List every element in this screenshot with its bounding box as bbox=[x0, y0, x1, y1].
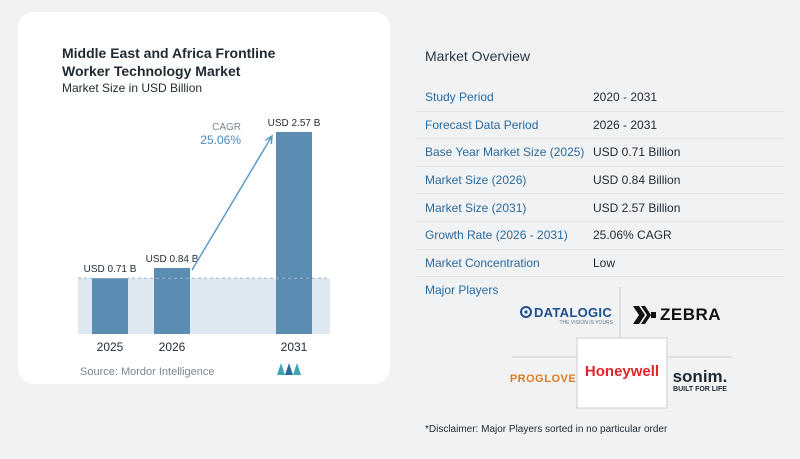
overview-row-value: Low bbox=[593, 255, 616, 270]
datalogic-mark-icon bbox=[519, 306, 532, 318]
source-label: Source: Mordor Intelligence bbox=[80, 366, 215, 378]
chart-title: Middle East and Africa Frontline Worker … bbox=[62, 45, 276, 79]
overview-row: Study Period 2020 - 2031 bbox=[416, 84, 784, 112]
mordor-logo-icon bbox=[277, 363, 301, 375]
bar-value-label: USD 2.57 B bbox=[268, 118, 321, 129]
zebra-logo: ZEBRA bbox=[624, 300, 728, 330]
bar bbox=[276, 132, 312, 334]
overview-row: Market Concentration Low bbox=[416, 250, 784, 278]
overview-row-value: USD 0.71 Billion bbox=[593, 145, 681, 160]
disclaimer-text: *Disclaimer: Major Players sorted in no … bbox=[425, 424, 668, 435]
cagr-value: 25.06% bbox=[200, 133, 241, 147]
category-label: 2031 bbox=[281, 340, 308, 354]
overview-row-label: Forecast Data Period bbox=[425, 117, 539, 132]
overview-row-label: Market Size (2026) bbox=[425, 173, 527, 188]
sonim-text: sonim. bbox=[672, 366, 728, 386]
datalogic-logo: DATALOGIC THE VISION IS YOURS bbox=[515, 300, 617, 330]
market-overview-table: Study Period 2020 - 2031 Forecast Data Per… bbox=[416, 84, 784, 278]
proglove-logo: PROGLOVE bbox=[510, 368, 576, 390]
honeywell-logo: Honeywell bbox=[578, 358, 666, 384]
bar bbox=[154, 267, 190, 334]
overview-row-value: 2026 - 2031 bbox=[593, 117, 658, 132]
sonim-tagline: BUILT FOR LIFE bbox=[673, 385, 727, 393]
datalogic-text: DATALOGIC bbox=[533, 304, 613, 320]
cagr-label: CAGR bbox=[212, 122, 241, 133]
bar-chart: USD 0.71 B USD 0.84 B USD 2.57 B 2025 2026 20… bbox=[78, 118, 330, 354]
bar bbox=[92, 278, 128, 334]
overview-row-value: USD 0.84 Billion bbox=[593, 173, 681, 188]
overview-row-label: Base Year Market Size (2025) bbox=[425, 145, 585, 160]
overview-row-value: 2020 - 2031 bbox=[593, 90, 658, 105]
datalogic-tagline: THE VISION IS YOURS bbox=[559, 319, 613, 326]
overview-row: Market Size (2026) USD 0.84 Billion bbox=[416, 167, 784, 195]
overview-row: Market Size (2031) USD 2.57 Billion bbox=[416, 194, 784, 222]
overview-row-value: USD 2.57 Billion bbox=[593, 200, 681, 215]
zebra-head-icon bbox=[632, 306, 656, 324]
cagr-arrow-head bbox=[264, 134, 273, 145]
category-label: 2026 bbox=[159, 340, 186, 354]
overview-row: Base Year Market Size (2025) USD 0.71 Bil… bbox=[416, 139, 784, 167]
bar-value-label: USD 0.84 B bbox=[146, 254, 199, 265]
sonim-logo: sonim. BUILT FOR LIFE bbox=[667, 362, 733, 398]
overview-row-label: Market Size (2031) bbox=[425, 200, 527, 215]
market-overview-title: Market Overview bbox=[425, 48, 531, 64]
overview-row-label: Market Concentration bbox=[425, 255, 540, 270]
honeywell-text: Honeywell bbox=[584, 362, 660, 380]
chart-subtitle: Market Size in USD Billion bbox=[62, 81, 203, 95]
overview-row-label: Study Period bbox=[425, 90, 494, 105]
proglove-text: PROGLOVE bbox=[509, 373, 577, 385]
category-label: 2025 bbox=[97, 340, 124, 354]
overview-row-value: 25.06% CAGR bbox=[593, 228, 672, 243]
overview-row-label: Growth Rate (2026 - 2031) bbox=[425, 228, 568, 243]
cagr-arrow bbox=[191, 135, 273, 271]
overview-row: Forecast Data Period 2026 - 2031 bbox=[416, 112, 784, 140]
major-players-label: Major Players bbox=[425, 283, 499, 297]
overview-row: Growth Rate (2026 - 2031) 25.06% CAGR bbox=[416, 222, 784, 250]
zebra-text: ZEBRA bbox=[659, 305, 722, 324]
bar-value-label: USD 0.71 B bbox=[84, 264, 137, 275]
